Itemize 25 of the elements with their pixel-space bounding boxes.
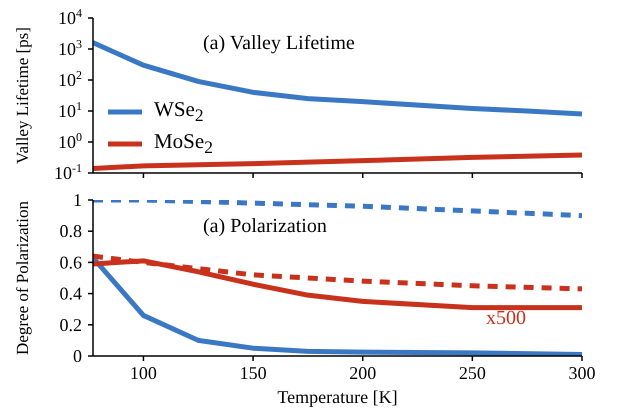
x-tick-label: 300 [568, 363, 596, 383]
x-tick-label: 250 [458, 363, 486, 383]
y-tick-label: 0 [73, 346, 82, 366]
x-tick-label: 100 [130, 363, 157, 383]
y-tick-label: 0.6 [60, 252, 82, 272]
annotation: x500 [486, 307, 526, 330]
y-axis-title: Valley Lifetime [ps] [13, 27, 32, 164]
y-tick-label: 10$^{3}$ [58, 37, 82, 59]
text: (a) Polarization [203, 215, 327, 238]
y-tick-label: 10$^{2}$ [58, 68, 82, 90]
y-tick-label: 1 [73, 190, 82, 210]
legend-label: WSe$_{2}$ [154, 97, 204, 127]
x-tick-label: 200 [349, 363, 376, 383]
y-tick-label: 10$^{1}$ [58, 99, 82, 121]
x-axis-title: Temperature [K] [276, 386, 399, 408]
y-tick-label: 0.4 [60, 284, 82, 304]
y-tick-label: 10$^{0}$ [58, 130, 82, 152]
y-tick-label: 10$^{4}$ [58, 6, 82, 28]
y-tick-label: 0.8 [60, 221, 82, 242]
y-tick-label: 0.2 [60, 314, 82, 335]
text: (a) Valley Lifetime [203, 32, 355, 55]
x-tick-label: 150 [240, 363, 267, 383]
y-tick-label: 10$^{-1}$ [54, 161, 82, 183]
legend-label: MoSe$_{2}$ [154, 129, 213, 159]
y-axis-title: Degree of Polarization [13, 200, 32, 355]
